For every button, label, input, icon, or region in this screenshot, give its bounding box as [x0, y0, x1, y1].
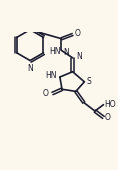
Text: N: N — [76, 52, 82, 61]
Text: N: N — [64, 48, 69, 57]
Text: S: S — [86, 77, 91, 86]
Text: O: O — [75, 29, 81, 38]
Text: N: N — [27, 64, 33, 73]
Text: O: O — [105, 113, 110, 122]
Text: HN: HN — [45, 71, 57, 80]
Text: O: O — [43, 89, 49, 98]
Text: HN: HN — [49, 47, 60, 56]
Text: HO: HO — [105, 100, 116, 109]
